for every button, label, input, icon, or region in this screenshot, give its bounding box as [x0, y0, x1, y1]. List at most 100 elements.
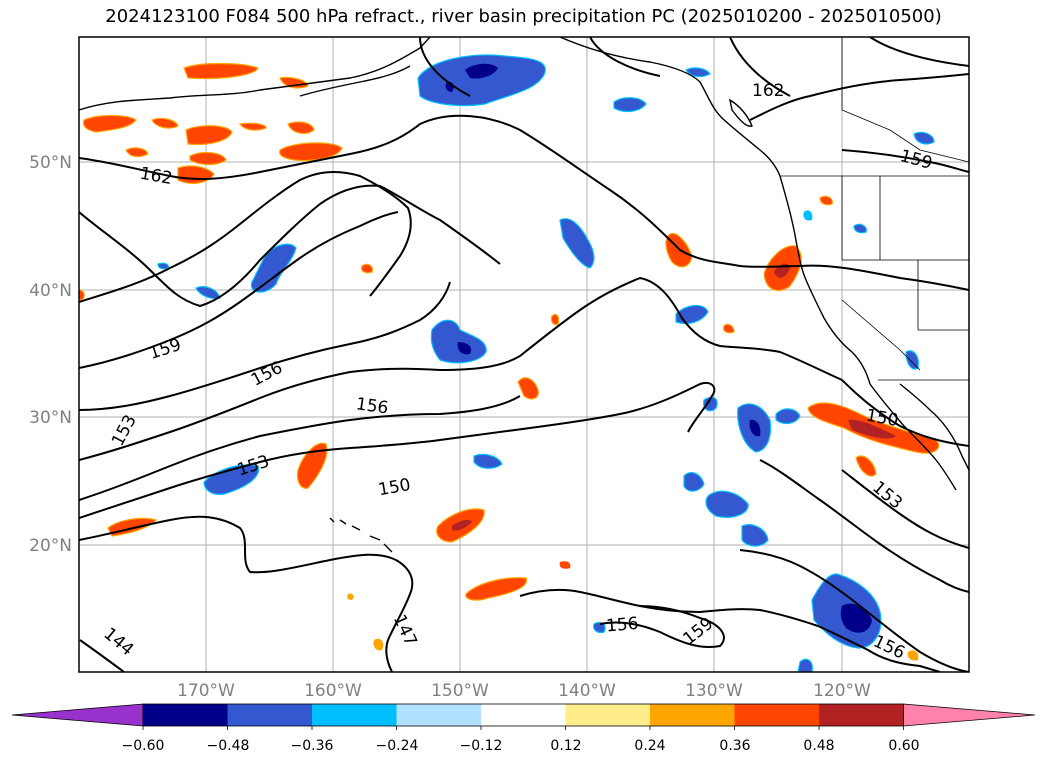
mexico-coast	[899, 383, 969, 471]
colorbar-swatches	[11, 703, 1036, 730]
negative-pc-patch	[741, 524, 769, 547]
positive-pc-patch	[279, 76, 309, 89]
coastlines	[79, 37, 969, 553]
colorbar-tick-labels: −0.60 −0.48 −0.36 −0.24 −0.12 0.12 0.24 …	[122, 738, 920, 754]
precipitation-shading	[79, 54, 940, 672]
positive-pc-patch	[125, 147, 149, 158]
positive-pc-patch	[185, 125, 233, 146]
colorbar-swatch	[227, 704, 313, 726]
longitude-labels: 170°W 160°W 150°W 140°W 130°W 120°W	[177, 681, 871, 701]
negative-pc-patch	[203, 464, 260, 495]
colorbar-tick-label: −0.36	[291, 738, 334, 754]
contour-label: 156	[355, 394, 390, 418]
negative-pc-patch	[803, 210, 813, 221]
negative-pc-patch	[913, 131, 935, 145]
positive-pc-patch	[82, 114, 137, 133]
positive-pc-patch	[373, 638, 384, 651]
contour-line	[841, 379, 969, 447]
positive-pc-patch	[183, 62, 259, 80]
positive-pc-core	[452, 519, 472, 531]
lon-label: 170°W	[177, 681, 235, 701]
positive-pc-patch	[238, 122, 267, 131]
positive-pc-patch	[517, 377, 539, 400]
colorbar: −0.60 −0.48 −0.36 −0.24 −0.12 0.12 0.24 …	[11, 703, 1036, 754]
positive-pc-patch	[855, 455, 877, 477]
negative-pc-patch	[853, 223, 867, 234]
border-alaska-canada	[841, 37, 969, 163]
negative-pc-patch	[685, 67, 711, 78]
negative-pc-core	[840, 603, 872, 633]
colorbar-swatch	[481, 704, 566, 726]
contour-line	[79, 639, 125, 672]
negative-pc-patch	[675, 304, 709, 325]
contour-line	[79, 276, 843, 461]
negative-pc-core	[749, 419, 761, 437]
contour-label: 156	[605, 614, 639, 637]
alaska-coast	[79, 37, 431, 111]
colorbar-swatch	[143, 704, 228, 726]
positive-pc-patch	[287, 121, 315, 134]
negative-pc-patch	[593, 621, 606, 634]
map-title: 2024123100 F084 500 hPa refract., river …	[105, 6, 942, 27]
colorbar-tick-label: −0.60	[122, 738, 165, 754]
map-panel: 162 162 159 159 156 156 156 156 153 153 …	[29, 36, 970, 701]
vancouver-island	[729, 98, 753, 127]
positive-pc-patch	[361, 263, 373, 274]
contour-line	[79, 170, 412, 303]
contour-line	[869, 37, 969, 67]
contour-line	[419, 37, 471, 97]
negative-pc-patch	[157, 262, 169, 270]
colorbar-swatch	[819, 704, 904, 726]
positive-pc-patch	[559, 561, 571, 569]
contour-line	[759, 459, 969, 593]
contour-line	[79, 395, 521, 501]
positive-pc-patch	[723, 323, 735, 334]
lat-label: 30°N	[29, 408, 72, 428]
map-frame	[78, 36, 970, 673]
alaska-peninsula-coast	[299, 65, 411, 97]
negative-pc-patch	[797, 658, 813, 672]
contour-line	[79, 281, 451, 411]
positive-pc-patch	[819, 195, 833, 206]
positive-pc-patch	[189, 151, 227, 166]
positive-pc-patch	[347, 593, 354, 600]
colorbar-extend-high	[903, 703, 1036, 727]
positive-pc-patch	[279, 142, 343, 162]
negative-pc-patch	[559, 218, 595, 269]
lat-label: 40°N	[29, 281, 72, 301]
colorbar-swatch	[312, 704, 397, 726]
negative-pc-core	[457, 342, 472, 355]
us-west-coast	[779, 175, 871, 385]
state-borders	[841, 176, 969, 371]
lon-label: 140°W	[558, 681, 616, 701]
negative-pc-patch	[683, 472, 705, 492]
colorbar-tick-label: 0.60	[888, 738, 919, 754]
colorbar-swatch	[396, 704, 482, 726]
positive-pc-patch	[151, 117, 179, 129]
colorbar-tick-label: −0.24	[376, 738, 419, 754]
colorbar-extend-low	[11, 703, 144, 727]
lat-label: 50°N	[29, 153, 72, 173]
lon-label: 130°W	[685, 681, 743, 701]
lon-label: 150°W	[431, 681, 489, 701]
contour-line	[739, 549, 969, 672]
latitude-labels: 50°N 40°N 30°N 20°N	[29, 153, 72, 556]
political-borders	[780, 37, 969, 381]
colorbar-tick-label: 0.48	[803, 738, 834, 754]
negative-pc-patch	[195, 286, 221, 300]
contour-line	[79, 515, 414, 672]
negative-pc-patch	[417, 54, 546, 107]
lon-label: 120°W	[813, 681, 871, 701]
lat-label: 20°N	[29, 536, 72, 556]
positive-pc-patch	[550, 313, 560, 326]
contour-line	[599, 605, 725, 648]
colorbar-tick-label: −0.48	[207, 738, 250, 754]
negative-pc-patch	[613, 97, 647, 113]
lon-label: 160°W	[304, 681, 362, 701]
map-background	[79, 37, 969, 672]
contour-line	[589, 37, 661, 77]
negative-pc-patch	[473, 453, 503, 469]
positive-pc-core	[848, 419, 896, 439]
colorbar-swatch	[565, 704, 651, 726]
